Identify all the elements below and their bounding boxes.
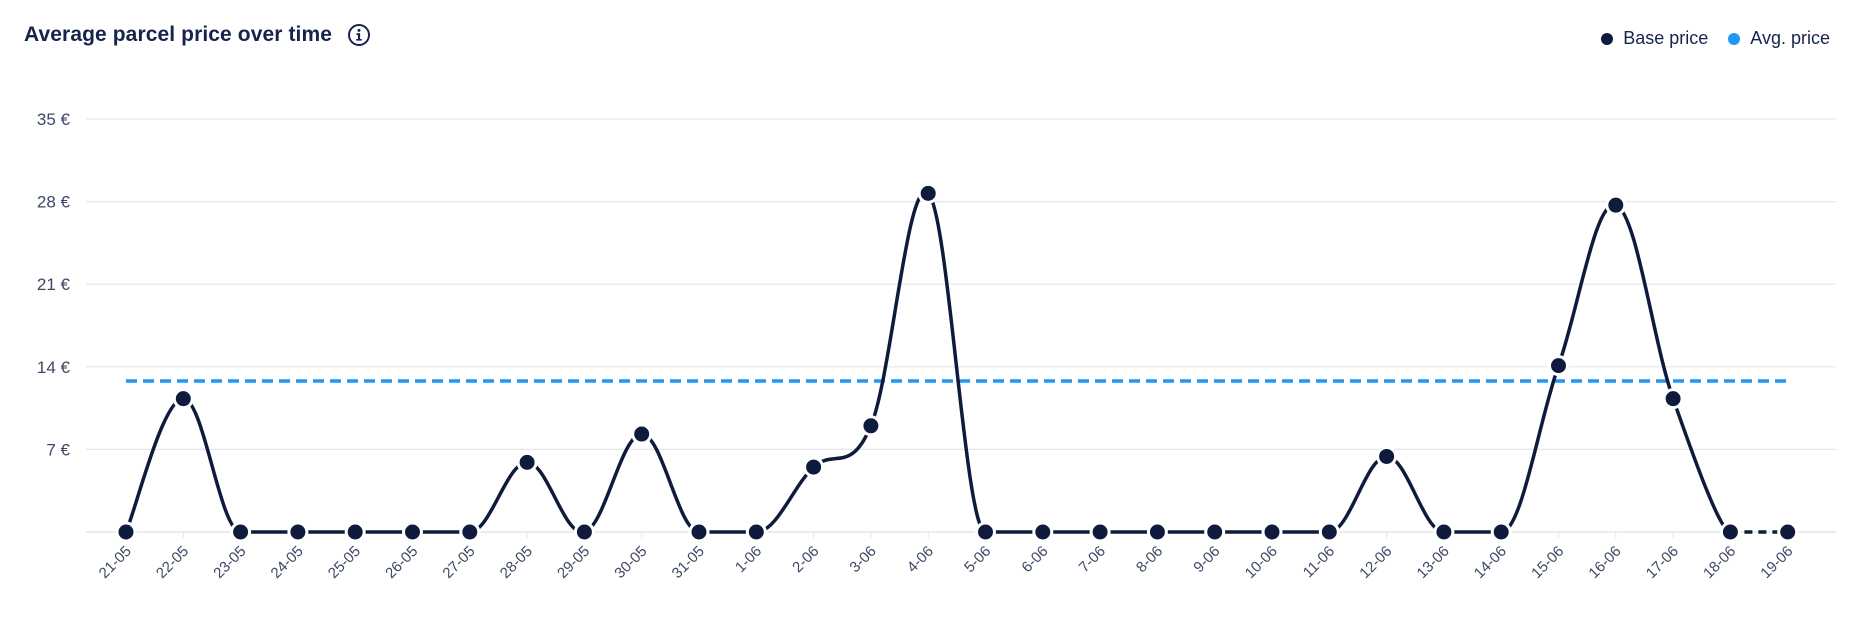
x-tick-label: 27-05 [439,543,478,582]
x-tick-label: 19-06 [1757,543,1796,582]
data-point-base-price[interactable] [115,521,137,543]
legend-label-base-price: Base price [1623,28,1709,48]
x-tick-label: 11-06 [1300,543,1338,581]
grid-lines [86,118,1836,533]
x-tick-label: 10-06 [1242,543,1281,582]
data-point-base-price[interactable] [1605,194,1627,216]
x-tick-label: 14-06 [1471,543,1510,582]
y-tick-label: 21 € [37,275,71,294]
y-axis-ticks: 7 € 14 € 21 € 28 € 35 € [37,110,71,459]
data-point-base-price[interactable] [230,521,252,543]
series-line-base-price [124,190,1732,534]
legend-item-base-price[interactable]: Base price [1601,28,1708,49]
x-tick-label: 24-05 [268,543,307,582]
y-tick-label: 28 € [37,193,71,212]
x-tick-label: 16-06 [1585,543,1624,582]
x-tick-label: 12-06 [1356,543,1395,582]
data-point-base-price[interactable] [1318,521,1340,543]
x-tick-label: 15-06 [1528,543,1567,582]
x-tick-label: 18-06 [1700,543,1739,582]
x-tick-label: 7-06 [1076,543,1109,576]
x-tick-label: 9-06 [1190,543,1223,576]
data-point-base-price[interactable] [917,182,939,204]
chart-header: Average parcel price over time [24,22,372,48]
x-tick-label: 13-06 [1414,543,1453,582]
data-point-base-price[interactable] [631,423,653,445]
x-tick-label: 28-05 [497,543,536,582]
x-tick-label: 5-06 [961,543,994,576]
x-tick-label: 17-06 [1643,543,1682,582]
x-tick-label: 25-05 [325,543,364,582]
data-point-base-price[interactable] [1089,521,1111,543]
data-point-base-price[interactable] [1548,355,1569,377]
data-point-base-price[interactable] [172,388,194,410]
legend-item-avg-price[interactable]: Avg. price [1728,28,1830,49]
x-tick-label: 21-05 [96,543,135,582]
y-tick-label: 14 € [37,358,71,377]
x-tick-label: 29-05 [554,543,593,582]
x-tick-label: 3-06 [846,543,879,576]
x-tick-label: 8-06 [1133,543,1166,576]
x-tick-label: 22-05 [153,543,192,582]
data-point-base-price[interactable] [459,521,481,543]
data-point-base-price[interactable] [1032,521,1054,543]
y-tick-label: 35 € [37,110,71,129]
x-tick-label: 31-05 [669,543,708,582]
legend-dot-avg-price [1728,32,1741,45]
info-icon[interactable] [346,22,372,48]
data-point-base-price[interactable] [803,456,825,478]
data-point-base-price[interactable] [1376,445,1398,467]
x-tick-label: 6-06 [1018,543,1051,576]
data-point-base-price[interactable] [1204,521,1226,543]
legend-dot-base-price [1601,32,1614,45]
data-point-base-price[interactable] [688,521,710,543]
data-point-base-price[interactable] [1719,521,1741,543]
data-point-base-price[interactable] [516,451,538,473]
data-point-base-price[interactable] [287,521,309,543]
data-point-base-price[interactable] [573,521,595,543]
chart-legend: Base price Avg. price [1601,28,1830,49]
x-tick-label: 26-05 [382,543,421,582]
data-point-base-price[interactable] [344,521,366,543]
data-point-base-price[interactable] [860,415,882,437]
data-point-base-price[interactable] [1146,521,1168,543]
y-tick-label: 7 € [46,440,70,459]
data-point-base-price[interactable] [1433,521,1455,543]
legend-label-avg-price: Avg. price [1750,28,1830,48]
data-point-base-price[interactable] [1662,388,1684,410]
chart-title: Average parcel price over time [24,23,333,46]
data-point-base-price[interactable] [1777,521,1799,543]
data-point-base-price[interactable] [745,521,767,543]
data-point-base-price[interactable] [1261,521,1283,543]
data-point-base-price[interactable] [402,521,423,543]
data-point-base-price[interactable] [975,521,996,543]
data-point-base-price[interactable] [1490,521,1512,543]
x-tick-label: 23-05 [210,543,249,582]
series-lines [124,190,1788,534]
data-points [115,182,1799,543]
x-tick-label: 1-06 [732,543,765,576]
x-tick-label: 30-05 [611,543,650,582]
x-tick-label: 2-06 [789,543,822,576]
x-tick-label: 4-06 [904,543,937,576]
